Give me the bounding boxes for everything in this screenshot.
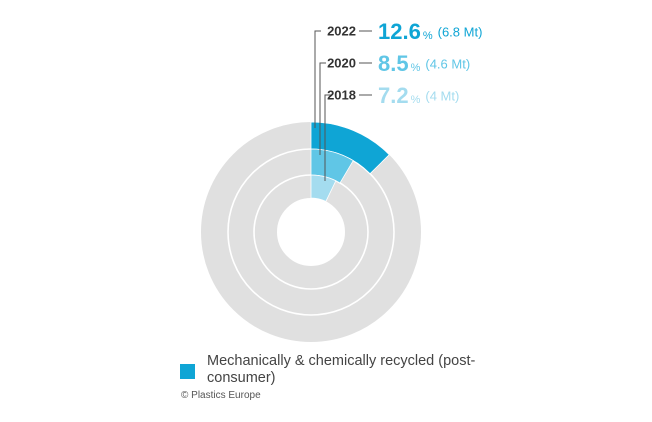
year-label-2020: 2020 — [327, 56, 356, 71]
ring-group — [201, 121, 421, 342]
volume-label-2018: (4 Mt) — [425, 89, 459, 104]
ring-segment-2018 — [310, 174, 337, 202]
legend-swatch — [180, 364, 195, 379]
legend-label: Mechanically & chemically recycled (post… — [207, 353, 476, 386]
year-label-2018: 2018 — [327, 88, 356, 103]
volume-label-2020: (4.6 Mt) — [425, 57, 470, 72]
callout-group: 2022 12.6% (6.8 Mt) 2020 8.5% (4.6 Mt) 2018 7.2… — [314, 19, 483, 181]
share-unit-2018: % — [411, 94, 421, 106]
callout-leader-2020 — [319, 62, 326, 155]
share-value-2018: 7.2 — [378, 83, 409, 108]
legend: Mechanically & chemically recycled (post… — [180, 353, 507, 387]
share-value-2020: 8.5 — [378, 51, 409, 76]
share-unit-2022: % — [423, 30, 433, 42]
callout-leader-2022 — [314, 30, 321, 128]
ring-remainder-2018 — [254, 175, 368, 289]
share-value-2022: 12.6 — [378, 19, 421, 44]
credit-text: © Plastics Europe — [181, 390, 261, 401]
callout-leader-2018 — [324, 94, 331, 181]
volume-label-2022: (6.8 Mt) — [438, 25, 483, 40]
year-label-2022: 2022 — [327, 24, 356, 39]
share-unit-2020: % — [411, 62, 421, 74]
